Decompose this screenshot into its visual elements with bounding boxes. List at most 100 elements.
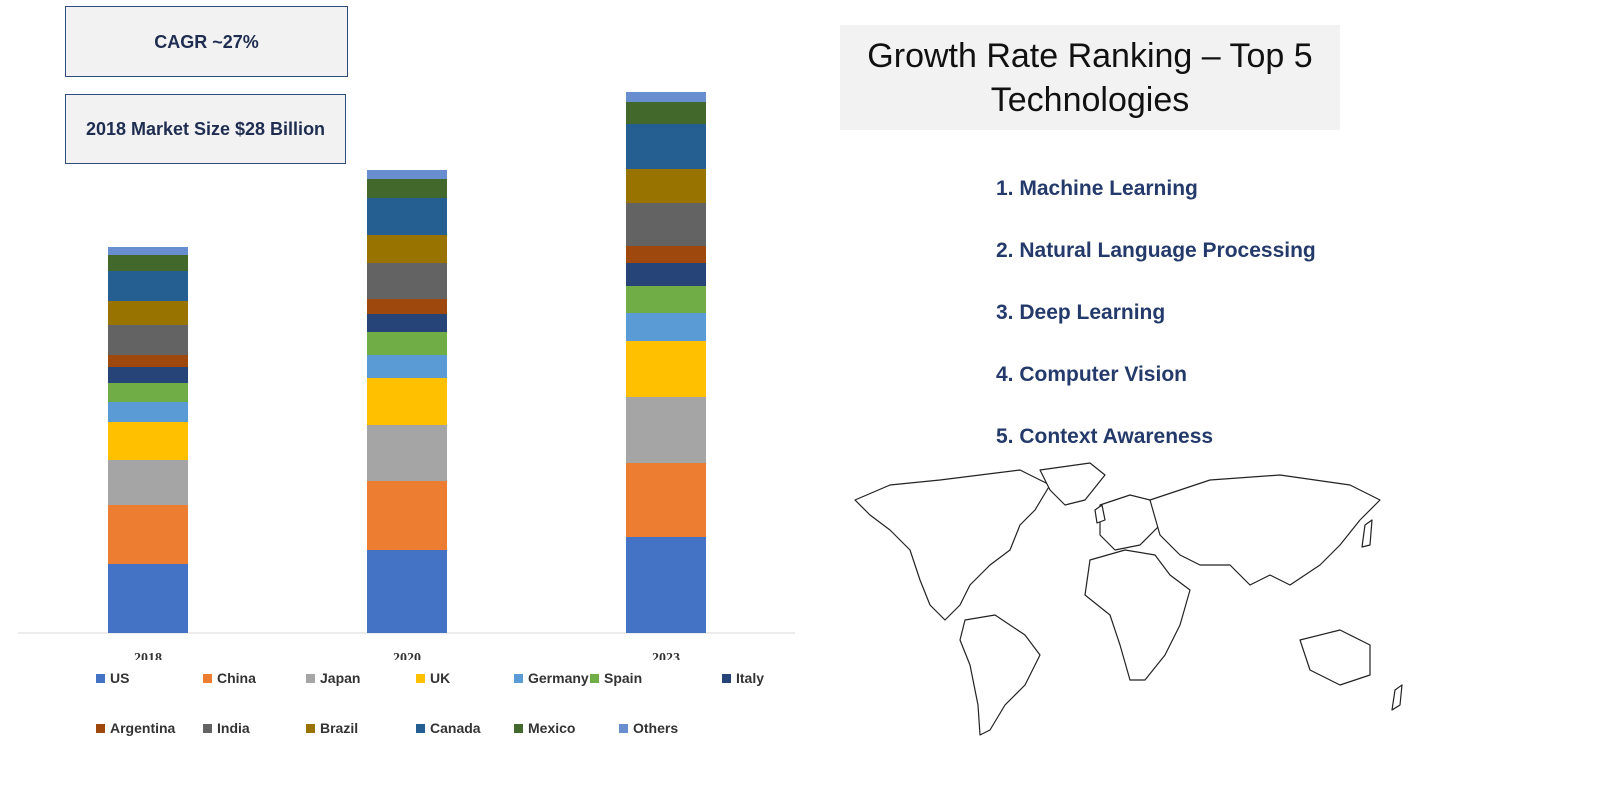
legend-item-china: China <box>203 670 256 686</box>
bar-germany-2020 <box>367 355 447 378</box>
bar-us-2023 <box>626 537 706 633</box>
legend-label: UK <box>430 670 451 686</box>
legend-label: Germany <box>528 670 589 686</box>
legend-swatch <box>416 673 425 683</box>
market-size-callout: 2018 Market Size $28 Billion <box>65 94 346 164</box>
greenland-shape <box>1039 462 1106 506</box>
legend-label: Japan <box>320 670 361 686</box>
bar-italy-2018 <box>108 367 188 383</box>
ranking-title: Growth Rate Ranking – Top 5 Technologies <box>840 25 1340 130</box>
bar-canada-2023 <box>626 124 706 169</box>
bar-mexico-2018 <box>108 255 188 271</box>
bar-china-2020 <box>367 481 447 550</box>
bar-japan-2023 <box>626 397 706 463</box>
legend-swatch <box>306 723 315 733</box>
legend-item-brazil: Brazil <box>306 720 358 736</box>
ranking-item: 1. Machine Learning <box>996 177 1198 200</box>
ranking-item: 5. Context Awareness <box>996 425 1214 448</box>
legend-swatch <box>514 723 523 733</box>
ranking-item: 2. Natural Language Processing <box>996 239 1316 262</box>
bar-others-2018 <box>108 247 188 255</box>
legend-label: US <box>110 670 130 686</box>
africa-shape <box>1084 549 1191 681</box>
legend-item-others: Others <box>619 720 678 736</box>
legend-label: Argentina <box>110 720 176 736</box>
bar-china-2018 <box>108 505 188 564</box>
x-tick-label: 2020 <box>393 651 421 660</box>
bar-india-2020 <box>367 263 447 299</box>
world-map <box>854 462 1403 736</box>
bar-argentina-2020 <box>367 299 447 314</box>
bar-mexico-2023 <box>626 102 706 124</box>
legend-swatch <box>203 673 212 683</box>
legend-swatch <box>514 673 523 683</box>
legend-swatch <box>96 723 105 733</box>
legend-swatch <box>722 673 731 683</box>
legend-swatch <box>306 673 315 683</box>
legend-item-uk: UK <box>416 670 450 686</box>
legend-label: Spain <box>604 670 643 686</box>
legend-swatch <box>203 723 212 733</box>
europe-shape <box>1099 494 1161 551</box>
ranking-item: 3. Deep Learning <box>996 301 1166 324</box>
cagr-callout: CAGR ~27% <box>65 6 348 77</box>
bar-others-2020 <box>367 170 447 179</box>
bar-japan-2020 <box>367 425 447 481</box>
north-america-shape <box>854 469 1051 621</box>
bar-japan-2018 <box>108 460 188 505</box>
bar-canada-2020 <box>367 198 447 235</box>
bar-china-2023 <box>626 463 706 537</box>
bar-india-2018 <box>108 325 188 355</box>
legend-label: India <box>217 720 250 736</box>
legend-swatch <box>416 723 425 733</box>
legend-item-argentina: Argentina <box>96 720 175 736</box>
bar-brazil-2020 <box>367 235 447 263</box>
bar-us-2018 <box>108 564 188 633</box>
japan-shape <box>1361 519 1373 548</box>
legend-item-mexico: Mexico <box>514 720 575 736</box>
bar-india-2023 <box>626 203 706 246</box>
legend-swatch <box>96 673 105 683</box>
legend-label: Italy <box>736 670 765 686</box>
legend-item-spain: Spain <box>590 670 642 686</box>
bar-spain-2018 <box>108 383 188 402</box>
bar-argentina-2018 <box>108 355 188 367</box>
bar-germany-2018 <box>108 402 188 422</box>
bar-others-2023 <box>626 92 706 102</box>
bar-italy-2023 <box>626 263 706 286</box>
bar-brazil-2023 <box>626 169 706 203</box>
legend-label: Others <box>633 720 679 736</box>
legend-item-us: US <box>96 670 129 686</box>
legend-item-japan: Japan <box>306 670 360 686</box>
new-zealand-shape <box>1391 684 1403 711</box>
legend-label: Brazil <box>320 720 359 736</box>
legend-swatch <box>619 723 628 733</box>
stacked-bar-chart: 2018 2020 2023 <box>18 92 795 660</box>
legend-swatch <box>590 673 599 683</box>
x-tick-label: 2018 <box>134 651 162 660</box>
australia-shape <box>1299 629 1371 686</box>
bar-uk-2018 <box>108 422 188 460</box>
uk-shape <box>1094 504 1106 524</box>
bar-argentina-2023 <box>626 246 706 263</box>
bar-italy-2020 <box>367 314 447 332</box>
bar-uk-2023 <box>626 341 706 397</box>
bar-germany-2023 <box>626 313 706 341</box>
legend-item-germany: Germany <box>514 670 589 686</box>
bar-canada-2018 <box>108 271 188 301</box>
south-america-shape <box>959 614 1041 736</box>
asia-shape <box>1149 474 1381 586</box>
ranking-item: 4. Computer Vision <box>996 363 1187 386</box>
bar-uk-2020 <box>367 378 447 425</box>
x-tick-label: 2023 <box>652 651 680 660</box>
bar-mexico-2020 <box>367 179 447 198</box>
legend-label: China <box>217 670 256 686</box>
legend-item-india: India <box>203 720 250 736</box>
legend-label: Canada <box>430 720 481 736</box>
bar-spain-2020 <box>367 332 447 355</box>
bar-spain-2023 <box>626 286 706 313</box>
legend-item-italy: Italy <box>722 670 764 686</box>
legend-label: Mexico <box>528 720 576 736</box>
bar-brazil-2018 <box>108 301 188 325</box>
bar-us-2020 <box>367 550 447 633</box>
